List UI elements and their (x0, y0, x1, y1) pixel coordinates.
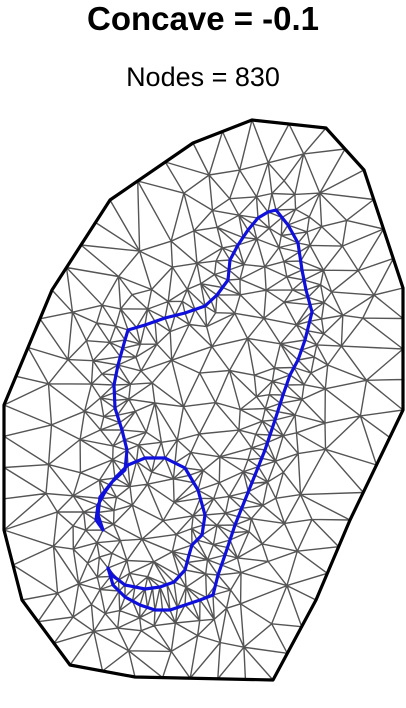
mesh-edges (3, 119, 404, 681)
figure-subtitle: Nodes = 830 (126, 62, 280, 92)
outer-boundary (2, 118, 405, 682)
inner-concave-boundary (94, 208, 314, 612)
mesh-edge-lines (3, 119, 404, 681)
figure-title: Concave = -0.1 (86, 0, 320, 37)
